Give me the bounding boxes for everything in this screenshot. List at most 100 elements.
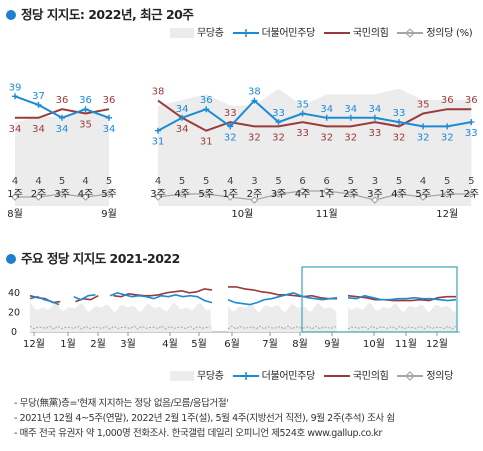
week-tick-label: 2주 xyxy=(31,189,47,200)
jus-data-label: 5 xyxy=(468,176,474,187)
dpk-point xyxy=(444,123,451,130)
week-tick-label: 3주 xyxy=(54,189,70,200)
month-tick-label: 12월 xyxy=(436,208,458,220)
dpk-series-line xyxy=(157,99,472,132)
dpk-data-label: 34 xyxy=(176,104,189,115)
ppp-data-label: 35 xyxy=(417,100,430,111)
legend-ppp: 국민의힘 xyxy=(323,367,389,382)
jus-point xyxy=(105,190,113,198)
dpk-point xyxy=(106,114,112,121)
chart1-title: 정당 지지도: 2022년, 최근 20주 xyxy=(6,4,194,23)
ppp-series-line xyxy=(347,294,456,302)
y-tick-label: 40 xyxy=(8,288,20,299)
ppp-data-label: 32 xyxy=(393,132,406,143)
dpk-point xyxy=(227,123,234,130)
legend-dpk-label: 더불어민주당 xyxy=(261,371,316,382)
month-tick-label: 8월 xyxy=(292,338,308,350)
week-tick-label: 5주 xyxy=(415,189,431,200)
jus-point xyxy=(34,193,43,201)
month-tick-label: 5월 xyxy=(191,338,207,350)
ppp-data-label: 38 xyxy=(152,87,165,98)
jus-point xyxy=(298,187,307,195)
legend-dpk-label: 더불어민주당 xyxy=(261,28,316,39)
chart1-title-text: 정당 지지도: 2022년, 최근 20주 xyxy=(21,7,194,22)
jus-series-line xyxy=(347,325,457,330)
ppp-data-label: 35 xyxy=(79,120,92,131)
week-tick-label: 2주 xyxy=(464,189,480,200)
month-tick-label: 10월 xyxy=(363,338,385,350)
line-swatch-icon xyxy=(323,32,350,34)
month-tick-label: 1월 xyxy=(60,338,76,350)
jus-point xyxy=(467,190,476,198)
week-tick-label: 1주 xyxy=(7,189,23,200)
jus-data-label: 5 xyxy=(59,176,65,187)
no-party-area xyxy=(228,303,337,332)
month-tick-label: 4월 xyxy=(162,338,178,350)
jus-data-label: 5 xyxy=(203,176,209,187)
chart1-plot: 393441주373442주343653주363544주343655주31384… xyxy=(7,82,480,220)
y-tick-label: 20 xyxy=(8,307,20,318)
footnote: - 매주 전국 유권자 약 1,000명 전화조사. 한국갤럽 데일리 오피니언… xyxy=(14,428,382,439)
jus-point xyxy=(226,193,235,201)
jus-data-label: 4 xyxy=(420,176,426,187)
legend-dpk: 더불어민주당 xyxy=(232,367,316,382)
dpk-point xyxy=(299,110,306,117)
dpk-series-line xyxy=(29,291,213,306)
chart2-legend: 무당층 더불어민주당 국민의힘 정의당 xyxy=(170,367,459,382)
jus-series-line xyxy=(157,190,472,201)
month-tick-label: 3월 xyxy=(120,338,136,350)
jus-data-label: 5 xyxy=(348,176,354,187)
jus-point xyxy=(274,190,283,198)
chart2-plot: 0 20 40 12월 1월 2월 3월 4월 5월 6월 7월 8월 9월 10월 11월 12월 xyxy=(8,266,460,350)
jus-point xyxy=(11,193,19,201)
week-tick-label: 4주 xyxy=(295,189,311,200)
ppp-data-label: 31 xyxy=(200,137,213,148)
no-party-area xyxy=(158,88,472,206)
ppp-data-label: 33 xyxy=(296,128,309,139)
footnotes: - 무당(無黨)층='현재 지지하는 정당 없음/모름/응답거절' - 2021… xyxy=(14,396,395,441)
dpk-data-label: 39 xyxy=(9,82,22,93)
week-tick-label: 5주 xyxy=(101,189,117,200)
no-party-area xyxy=(30,302,212,332)
dpk-data-label: 34 xyxy=(369,104,382,115)
jus-data-label: 4 xyxy=(82,176,88,187)
legend-ppp: 국민의힘 xyxy=(323,24,389,39)
jus-point xyxy=(322,187,331,195)
title-bullet-icon xyxy=(6,254,16,264)
footnote: - 무당(無黨)층='현재 지지하는 정당 없음/모름/응답거절' xyxy=(14,398,229,409)
ppp-data-label: 36 xyxy=(103,95,116,106)
week-tick-label: 2주 xyxy=(343,189,359,200)
legend-jus: 정의당 xyxy=(397,367,453,382)
jus-data-label: 3 xyxy=(251,176,257,187)
week-tick-label: 3주 xyxy=(271,189,287,200)
dpk-data-label: 32 xyxy=(441,132,454,143)
jus-point xyxy=(371,196,379,204)
month-tick-label: 12월 xyxy=(23,338,45,350)
dpk-data-label: 33 xyxy=(272,108,285,119)
jus-data-label: 4 xyxy=(12,176,18,187)
month-tick-label: 6월 xyxy=(224,338,240,350)
chart2-title: 주요 정당 지지도 2021-2022 xyxy=(6,248,180,267)
jus-point xyxy=(395,190,403,198)
month-tick-label: 10월 xyxy=(231,208,253,220)
dpk-data-label: 31 xyxy=(152,137,165,148)
dpk-data-label: 35 xyxy=(296,100,309,111)
dpk-data-label: 34 xyxy=(320,104,333,115)
y-tick-label: 0 xyxy=(11,327,17,338)
cross-line-swatch-icon xyxy=(232,372,259,380)
jus-series-line xyxy=(227,325,337,330)
jus-point xyxy=(443,190,452,198)
dpk-point xyxy=(179,114,186,121)
dpk-data-label: 34 xyxy=(103,124,116,135)
dpk-point xyxy=(275,119,282,126)
recent-window-box xyxy=(301,266,458,333)
no-party-area xyxy=(348,302,456,332)
jus-point xyxy=(202,190,211,198)
diamond-line-swatch-icon xyxy=(397,371,424,381)
jus-data-label: 4 xyxy=(227,176,233,187)
dpk-point xyxy=(347,114,354,121)
week-tick-label: 2주 xyxy=(247,189,263,200)
dpk-data-label: 34 xyxy=(344,104,357,115)
chart2-title-text: 주요 정당 지지도 2021-2022 xyxy=(21,251,180,266)
legend-dpk: 더불어민주당 xyxy=(232,24,316,39)
